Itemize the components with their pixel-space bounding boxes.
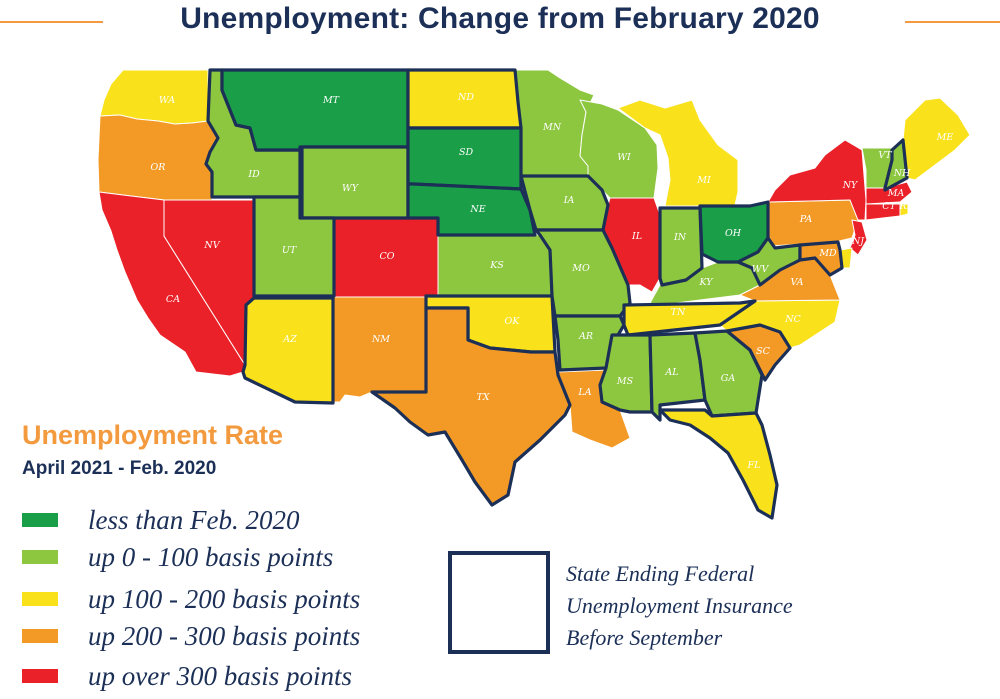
state-nj: [849, 219, 868, 256]
state-ny: [767, 139, 867, 221]
states-layer: [97, 68, 971, 520]
state-in: [658, 206, 704, 287]
state-label-ut: UT: [282, 245, 297, 256]
legend-label: up 200 - 300 basis points: [88, 620, 361, 651]
state-label-ct: CT: [882, 201, 896, 212]
state-label-ca: CA: [166, 294, 180, 305]
state-label-sc: SC: [756, 346, 771, 357]
state-ri: [899, 203, 909, 217]
state-label-nh: NH: [893, 168, 911, 179]
legend-label: up 0 - 100 basis points: [88, 541, 334, 572]
state-label-or: OR: [151, 162, 166, 173]
state-label-de: DE: [850, 257, 866, 268]
state-nh: [883, 138, 909, 192]
legend-title: Unemployment Rate: [22, 420, 284, 450]
state-label-ny: NY: [842, 180, 859, 191]
legend-swatch: [22, 669, 58, 683]
labels-layer: WA OR CA NV ID MT WY UT AZ CO NM ND SD NE KS OK TX MN IA MO…: [151, 92, 954, 471]
state-label-mt: MT: [322, 95, 340, 106]
state-nm: [333, 296, 427, 403]
state-tx: [370, 306, 572, 507]
state-label-ma: MA: [887, 188, 905, 199]
state-label-in: IN: [673, 232, 687, 243]
state-label-ia: IA: [563, 195, 575, 206]
state-label-ga: GA: [721, 373, 736, 384]
state-tn: [622, 299, 757, 337]
state-ut: [252, 195, 336, 298]
legend-outline-line: Before September: [566, 625, 723, 650]
state-label-la: LA: [577, 387, 591, 398]
state-sd: [406, 126, 523, 191]
state-label-me: ME: [936, 132, 954, 143]
state-md: [798, 240, 844, 277]
state-fl: [658, 408, 779, 520]
legend-swatch: [22, 629, 58, 643]
legend-label: up 100 - 200 basis points: [88, 583, 361, 614]
legend-swatch: [22, 550, 58, 564]
state-nd: [406, 68, 523, 130]
state-label-mi: MI: [696, 175, 711, 186]
legend-outline-line: Unemployment Insurance: [566, 593, 793, 618]
state-label-az: AZ: [282, 334, 297, 345]
legend-swatch: [22, 592, 58, 606]
state-label-ok: OK: [505, 316, 521, 327]
state-ne: [406, 182, 537, 237]
legend-outline-swatch: [448, 551, 550, 654]
state-ia: [519, 174, 610, 232]
state-az: [241, 296, 335, 405]
legend-item-less-than: less than Feb. 2020: [22, 504, 299, 536]
state-label-nj: NJ: [851, 236, 865, 247]
legend-label: up over 300 basis points: [88, 660, 353, 691]
title-rule-left: [0, 21, 103, 23]
state-label-co: CO: [379, 251, 394, 262]
state-label-il: IL: [631, 231, 642, 242]
state-mi: [617, 99, 739, 207]
legend-item-up-100-200: up 100 - 200 basis points: [22, 583, 360, 615]
state-label-sd: SD: [459, 147, 474, 158]
state-label-va: VA: [790, 277, 803, 288]
legend-subtitle: April 2021 - Feb. 2020: [22, 458, 217, 479]
page-title: Unemployment: Change from February 2020: [180, 2, 820, 35]
state-label-vt: VT: [878, 150, 892, 161]
state-or: [97, 114, 219, 201]
state-label-ne: NE: [469, 204, 485, 215]
legend-label: less than Feb. 2020: [88, 504, 300, 535]
state-label-nc: NC: [784, 314, 801, 325]
state-label-oh: OH: [725, 228, 742, 239]
state-label-md: MD: [818, 248, 837, 259]
state-label-wa: WA: [159, 95, 175, 106]
state-label-ks: KS: [489, 260, 504, 271]
legend-outline-line: State Ending Federal: [566, 561, 755, 586]
state-label-tx: TX: [476, 392, 490, 403]
state-label-ar: AR: [578, 331, 593, 342]
state-label-wi: WI: [617, 152, 631, 163]
legend-item-up-0-100: up 0 - 100 basis points: [22, 541, 333, 573]
state-sc: [725, 323, 792, 382]
state-label-id: ID: [247, 169, 260, 180]
legend-outline-label: State Ending Federal Unemployment Insura…: [566, 558, 896, 654]
title-rule-right: [905, 21, 1000, 23]
state-label-nv: NV: [203, 240, 220, 251]
legend-item-up-200-300: up 200 - 300 basis points: [22, 620, 360, 652]
state-label-mo: MO: [571, 263, 590, 274]
state-label-nd: ND: [457, 92, 474, 103]
state-label-tn: TN: [671, 307, 686, 318]
state-label-nm: NM: [371, 334, 390, 345]
state-label-ky: KY: [698, 277, 714, 288]
state-pa: [767, 199, 859, 247]
state-label-al: AL: [664, 367, 678, 378]
legend-item-up-over-300: up over 300 basis points: [22, 660, 352, 692]
state-label-mn: MN: [542, 122, 562, 133]
state-label-ri: RI: [899, 201, 911, 212]
state-label-wy: WY: [342, 183, 360, 194]
legend-swatch: [22, 513, 58, 527]
state-label-fl: FL: [747, 460, 761, 471]
state-label-pa: PA: [799, 214, 813, 225]
state-label-wv: WV: [752, 264, 770, 275]
state-label-ms: MS: [616, 376, 634, 387]
